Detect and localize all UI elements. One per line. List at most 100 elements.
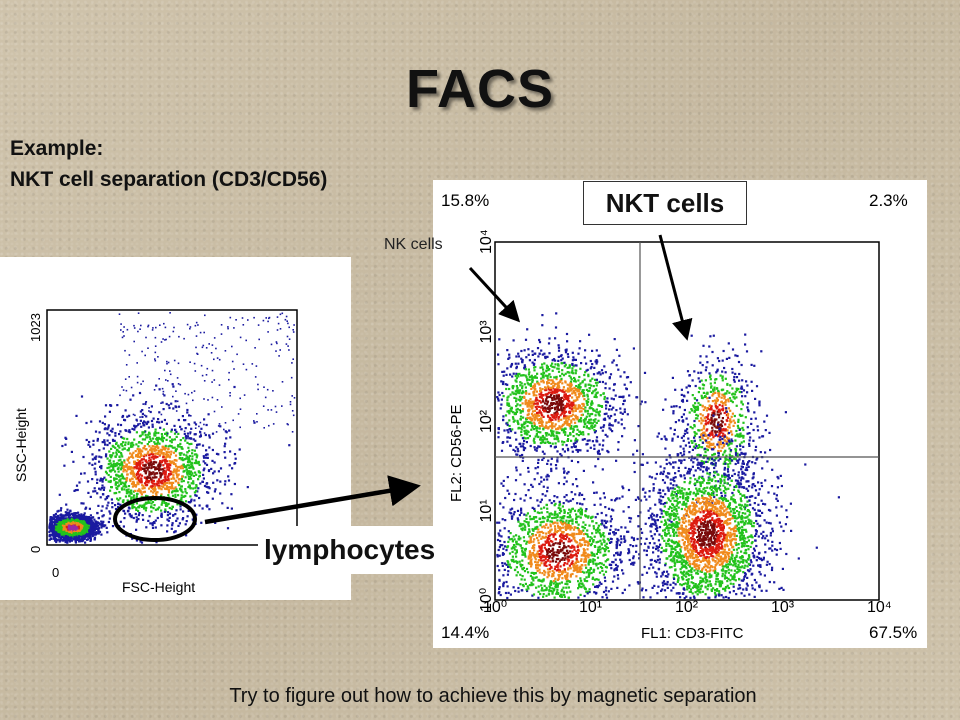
fsc-ssc-noise-point bbox=[145, 401, 148, 403]
cd3-cd56-NK-point bbox=[555, 431, 558, 434]
fsc-ssc-granulocytes_monocytes-point bbox=[132, 467, 135, 470]
fsc-ssc-granulocytes_monocytes-point bbox=[165, 453, 168, 456]
fsc-ssc-granulocytes_monocytes-point bbox=[129, 479, 132, 483]
fsc-ssc-granulocytes_monocytes-point bbox=[159, 453, 162, 456]
fsc-ssc-noise-point bbox=[216, 357, 219, 359]
fsc-ssc-granulocytes_monocytes-point bbox=[157, 418, 160, 421]
fsc-ssc-granulocytes_monocytes-point bbox=[186, 451, 189, 454]
cd3-cd56-NK-point bbox=[540, 417, 543, 420]
cd3-cd56-NK-point bbox=[566, 353, 569, 356]
fsc-ssc-granulocytes_monocytes-point bbox=[158, 466, 161, 469]
fsc-ssc-noise-point bbox=[142, 380, 144, 383]
cd3-cd56-NK-point bbox=[607, 451, 610, 454]
fsc-ssc-lymphocytes-point bbox=[49, 525, 52, 528]
fsc-ssc-lymphocytes-point bbox=[80, 538, 83, 542]
fsc-ssc-noise-point bbox=[257, 388, 259, 391]
cd3-cd56-NK-point bbox=[500, 380, 503, 383]
fsc-ssc-granulocytes_monocytes-point bbox=[146, 495, 149, 498]
fsc-ssc-granulocytes_monocytes-point bbox=[192, 482, 195, 485]
cd3-cd56-NK-point bbox=[533, 388, 536, 391]
cd3-cd56-NK-point bbox=[563, 398, 566, 401]
fsc-ssc-granulocytes_monocytes-point bbox=[105, 478, 108, 481]
cd3-cd56-NK-point bbox=[517, 373, 520, 376]
fsc-ssc-noise-point bbox=[233, 327, 235, 329]
fsc-ssc-granulocytes_monocytes-point bbox=[108, 460, 111, 463]
cd3-cd56-NK-point bbox=[540, 418, 543, 421]
fsc-ssc-noise-point bbox=[140, 383, 142, 385]
fsc-ssc-granulocytes_monocytes-point bbox=[107, 501, 110, 504]
fsc-ssc-granulocytes_monocytes-point bbox=[104, 404, 108, 407]
cd3-cd56-NK-point bbox=[528, 421, 531, 424]
fsc-ssc-granulocytes_monocytes-point bbox=[150, 447, 153, 450]
cd3-cd56-NK-point bbox=[554, 408, 557, 411]
fsc-ssc-granulocytes_monocytes-point bbox=[135, 519, 138, 522]
fsc-ssc-granulocytes_monocytes-point bbox=[133, 462, 136, 465]
fsc-ssc-granulocytes_monocytes-point bbox=[150, 490, 153, 493]
fsc-ssc-granulocytes_monocytes-point bbox=[142, 464, 145, 467]
fsc-ssc-granulocytes_monocytes-point bbox=[114, 504, 117, 507]
cd3-cd56-NK-point bbox=[530, 422, 533, 425]
cd3-cd56-NK-point bbox=[673, 405, 676, 408]
fsc-ssc-granulocytes_monocytes-point bbox=[115, 486, 118, 489]
fsc-ssc-granulocytes_monocytes-point bbox=[172, 407, 175, 410]
fsc-ssc-lymphocytes-point bbox=[96, 512, 99, 515]
cd3-cd56-NK-point bbox=[514, 379, 517, 382]
fsc-ssc-lymphocytes-point bbox=[62, 514, 65, 517]
fsc-ssc-lymphocytes-point bbox=[67, 515, 70, 519]
cd3-cd56-NK-point bbox=[538, 414, 541, 417]
cd3-cd56-NK-point bbox=[604, 371, 607, 374]
fsc-ssc-granulocytes_monocytes-point bbox=[150, 502, 153, 505]
fsc-ssc-noise-point bbox=[166, 362, 168, 365]
fsc-ssc-granulocytes_monocytes-point bbox=[193, 461, 197, 465]
fsc-ssc-noise-point bbox=[229, 394, 231, 397]
fsc-ssc-granulocytes_monocytes-point bbox=[158, 450, 161, 453]
fsc-ssc-granulocytes_monocytes-point bbox=[194, 459, 197, 462]
cd3-cd56-NK-point bbox=[555, 388, 558, 391]
fsc-ssc-granulocytes_monocytes-point bbox=[127, 441, 130, 444]
fsc-ssc-lymphocytes-point bbox=[79, 519, 82, 522]
fsc-ssc-lymphocytes-point bbox=[64, 541, 67, 544]
fsc-ssc-granulocytes_monocytes-point bbox=[125, 478, 128, 481]
fsc-ssc-granulocytes_monocytes-point bbox=[127, 509, 130, 512]
fsc-ssc-granulocytes_monocytes-point bbox=[135, 539, 138, 542]
fsc-ssc-granulocytes_monocytes-point bbox=[148, 473, 151, 476]
fsc-ssc-lymphocytes-point bbox=[102, 514, 105, 517]
cd3-cd56-NK-point bbox=[609, 404, 612, 407]
fsc-ssc-lymphocytes-point bbox=[91, 533, 94, 536]
fsc-ssc-granulocytes_monocytes-point bbox=[138, 391, 142, 395]
fsc-ssc-granulocytes_monocytes-point bbox=[187, 481, 190, 484]
fsc-ssc-granulocytes_monocytes-point bbox=[104, 498, 107, 501]
fsc-ssc-granulocytes_monocytes-point bbox=[187, 446, 190, 449]
fsc-ssc-noise-point bbox=[267, 331, 269, 333]
fsc-ssc-granulocytes_monocytes-point bbox=[132, 503, 135, 506]
fsc-ssc-granulocytes_monocytes-point bbox=[185, 520, 188, 523]
fsc-ssc-granulocytes_monocytes-point bbox=[224, 442, 227, 445]
fsc-ssc-granulocytes_monocytes-point bbox=[112, 439, 115, 442]
cd3-cd56-NK-point bbox=[531, 361, 534, 364]
fsc-ssc-granulocytes_monocytes-point bbox=[208, 436, 211, 439]
cd3-cd56-NK-point bbox=[540, 423, 544, 426]
fsc-ssc-granulocytes_monocytes-point bbox=[226, 506, 229, 509]
fsc-ssc-lymphocytes-point bbox=[53, 532, 56, 535]
fsc-ssc-granulocytes_monocytes-point bbox=[187, 456, 190, 459]
fsc-ssc-lymphocytes-point bbox=[90, 524, 93, 528]
fsc-ssc-granulocytes_monocytes-point bbox=[253, 421, 256, 424]
fsc-ssc-noise-point bbox=[163, 322, 165, 325]
fsc-ssc-lymphocytes-point bbox=[80, 537, 83, 540]
cd3-cd56-NK-point bbox=[591, 391, 594, 395]
fsc-ssc-granulocytes_monocytes-point bbox=[131, 470, 134, 473]
fsc-ssc-granulocytes_monocytes-point bbox=[94, 457, 97, 460]
fsc-ssc-granulocytes_monocytes-point bbox=[157, 481, 160, 485]
fsc-ssc-granulocytes_monocytes-point bbox=[144, 421, 147, 424]
fsc-ssc-lymphocytes-point bbox=[67, 528, 70, 531]
fsc-ssc-lymphocytes-point bbox=[79, 538, 82, 541]
cd3-cd56-NK-point bbox=[546, 392, 549, 395]
cd3-cd56-NK-point bbox=[521, 396, 524, 399]
fsc-ssc-noise-point bbox=[288, 338, 291, 340]
fsc-ssc-granulocytes_monocytes-point bbox=[208, 446, 211, 449]
fsc-ssc-granulocytes_monocytes-point bbox=[193, 491, 196, 494]
fsc-ssc-granulocytes_monocytes-point bbox=[124, 512, 127, 515]
fsc-ssc-granulocytes_monocytes-point bbox=[238, 448, 241, 451]
fsc-ssc-lymphocytes-point bbox=[68, 533, 71, 536]
cd3-cd56-NK-point bbox=[566, 340, 569, 343]
